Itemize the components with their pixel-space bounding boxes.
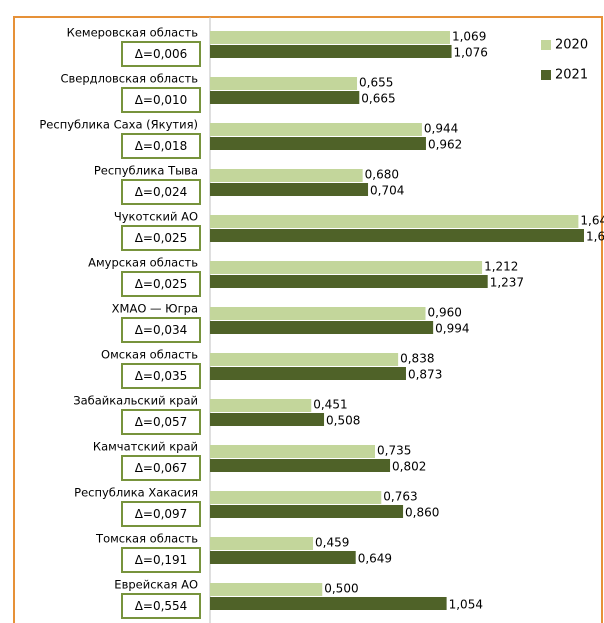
bar bbox=[210, 537, 314, 550]
delta-label: Δ=0,554 bbox=[135, 599, 188, 613]
category-label: Томская область bbox=[95, 532, 198, 546]
delta-box bbox=[121, 41, 201, 67]
category-label: Республика Хакасия bbox=[74, 486, 198, 500]
category-label: Кемеровская область bbox=[67, 26, 199, 40]
bar bbox=[210, 367, 406, 380]
category-label: Еврейская АО bbox=[114, 578, 198, 592]
category-label: Чукотский АО bbox=[114, 210, 198, 224]
value-label: 0,873 bbox=[408, 368, 442, 382]
value-label: 0,944 bbox=[424, 122, 458, 136]
value-label: 0,860 bbox=[405, 506, 439, 520]
delta-label: Δ=0,191 bbox=[135, 553, 188, 567]
bar bbox=[210, 551, 356, 564]
delta-label: Δ=0,024 bbox=[135, 185, 188, 199]
delta-box bbox=[121, 179, 201, 205]
bar bbox=[210, 169, 363, 182]
value-label: 0,960 bbox=[428, 306, 462, 320]
delta-label: Δ=0,006 bbox=[135, 47, 188, 61]
bar bbox=[210, 77, 358, 90]
legend-label: 2021 bbox=[555, 68, 588, 83]
value-label: 0,649 bbox=[358, 552, 392, 566]
value-label: 1,666 bbox=[586, 230, 604, 244]
bar bbox=[210, 229, 584, 242]
delta-box bbox=[121, 133, 201, 159]
value-label: 0,508 bbox=[326, 414, 360, 428]
value-label: 1,069 bbox=[452, 30, 486, 44]
value-label: 1,237 bbox=[490, 276, 524, 290]
category-label: Камчатский край bbox=[93, 440, 198, 454]
bar bbox=[210, 307, 426, 320]
value-label: 1,641 bbox=[580, 214, 604, 228]
category-label: Свердловская область bbox=[60, 72, 198, 86]
bar bbox=[210, 275, 488, 288]
value-label: 0,962 bbox=[428, 138, 462, 152]
delta-label: Δ=0,010 bbox=[135, 93, 188, 107]
category-label: Республика Тыва bbox=[94, 164, 198, 178]
value-label: 1,054 bbox=[449, 598, 483, 612]
bar bbox=[210, 183, 369, 196]
delta-label: Δ=0,067 bbox=[135, 461, 188, 475]
delta-box bbox=[121, 87, 201, 113]
bar bbox=[210, 597, 447, 610]
delta-label: Δ=0,018 bbox=[135, 139, 188, 153]
value-label: 0,451 bbox=[313, 398, 347, 412]
frame bbox=[13, 16, 603, 623]
bar bbox=[210, 459, 391, 472]
bar bbox=[210, 31, 450, 44]
delta-box bbox=[121, 409, 201, 435]
bar bbox=[210, 353, 399, 366]
delta-box bbox=[121, 593, 201, 619]
bar bbox=[210, 445, 375, 458]
delta-box bbox=[121, 271, 201, 297]
bar bbox=[210, 505, 404, 518]
value-label: 1,212 bbox=[484, 260, 518, 274]
delta-label: Δ=0,057 bbox=[135, 415, 188, 429]
category-label: Забайкальский край bbox=[73, 394, 198, 408]
delta-label: Δ=0,035 bbox=[135, 369, 188, 383]
value-label: 0,735 bbox=[377, 444, 411, 458]
value-label: 1,076 bbox=[454, 46, 488, 60]
delta-label: Δ=0,025 bbox=[135, 231, 188, 245]
value-label: 0,655 bbox=[359, 76, 393, 90]
bar bbox=[210, 413, 325, 426]
value-label: 0,704 bbox=[370, 184, 404, 198]
category-label: Амурская область bbox=[88, 256, 198, 270]
bar bbox=[210, 45, 452, 58]
category-label: Омская область bbox=[101, 348, 198, 362]
delta-box bbox=[121, 455, 201, 481]
bar bbox=[210, 123, 422, 136]
delta-label: Δ=0,025 bbox=[135, 277, 188, 291]
bar bbox=[210, 261, 483, 274]
legend-swatch bbox=[541, 40, 551, 50]
value-label: 0,680 bbox=[365, 168, 399, 182]
delta-label: Δ=0,034 bbox=[135, 323, 188, 337]
bar bbox=[210, 321, 434, 334]
bar bbox=[210, 399, 312, 412]
bar bbox=[210, 491, 382, 504]
bar bbox=[210, 583, 323, 596]
delta-label: Δ=0,097 bbox=[135, 507, 188, 521]
value-label: 0,802 bbox=[392, 460, 426, 474]
bar bbox=[210, 137, 426, 150]
value-label: 0,459 bbox=[315, 536, 349, 550]
delta-box bbox=[121, 363, 201, 389]
value-label: 0,500 bbox=[324, 582, 358, 596]
value-label: 0,994 bbox=[435, 322, 469, 336]
legend-swatch bbox=[541, 70, 551, 80]
bar bbox=[210, 215, 579, 228]
value-label: 0,665 bbox=[361, 92, 395, 106]
category-label: Республика Саха (Якутия) bbox=[39, 118, 198, 132]
delta-box bbox=[121, 225, 201, 251]
delta-box bbox=[121, 547, 201, 573]
category-label: ХМАО — Югра bbox=[112, 302, 198, 316]
bar bbox=[210, 91, 360, 104]
delta-box bbox=[121, 317, 201, 343]
legend-label: 2020 bbox=[555, 38, 588, 53]
value-label: 0,838 bbox=[400, 352, 434, 366]
delta-box bbox=[121, 501, 201, 527]
value-label: 0,763 bbox=[383, 490, 417, 504]
